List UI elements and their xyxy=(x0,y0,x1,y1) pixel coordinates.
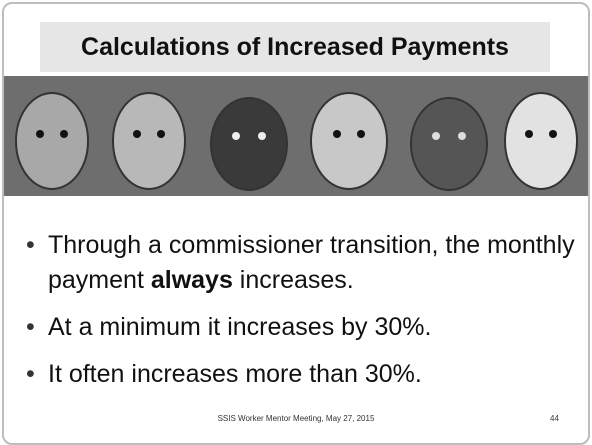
footer-text: SSIS Worker Mentor Meeting, May 27, 2015 xyxy=(0,414,592,423)
bullet-text: At a minimum it increases by 30%. xyxy=(48,313,431,341)
bullet: At a minimum it increases by 30%. xyxy=(26,310,586,345)
photo-strip xyxy=(4,76,588,196)
bullet: It often increases more than 30%. xyxy=(26,357,586,392)
bullet-list: Through a commissioner transition, the m… xyxy=(26,228,586,404)
bullet-text: increases. xyxy=(233,266,354,294)
page-number: 44 xyxy=(550,414,559,423)
bullet-bold-text: always xyxy=(151,266,233,294)
bullet-text: It often increases more than 30%. xyxy=(48,360,422,388)
slide-title: Calculations of Increased Payments xyxy=(40,22,550,72)
slide: Calculations of Increased Payments Throu… xyxy=(0,0,592,445)
bullet: Through a commissioner transition, the m… xyxy=(26,228,586,298)
